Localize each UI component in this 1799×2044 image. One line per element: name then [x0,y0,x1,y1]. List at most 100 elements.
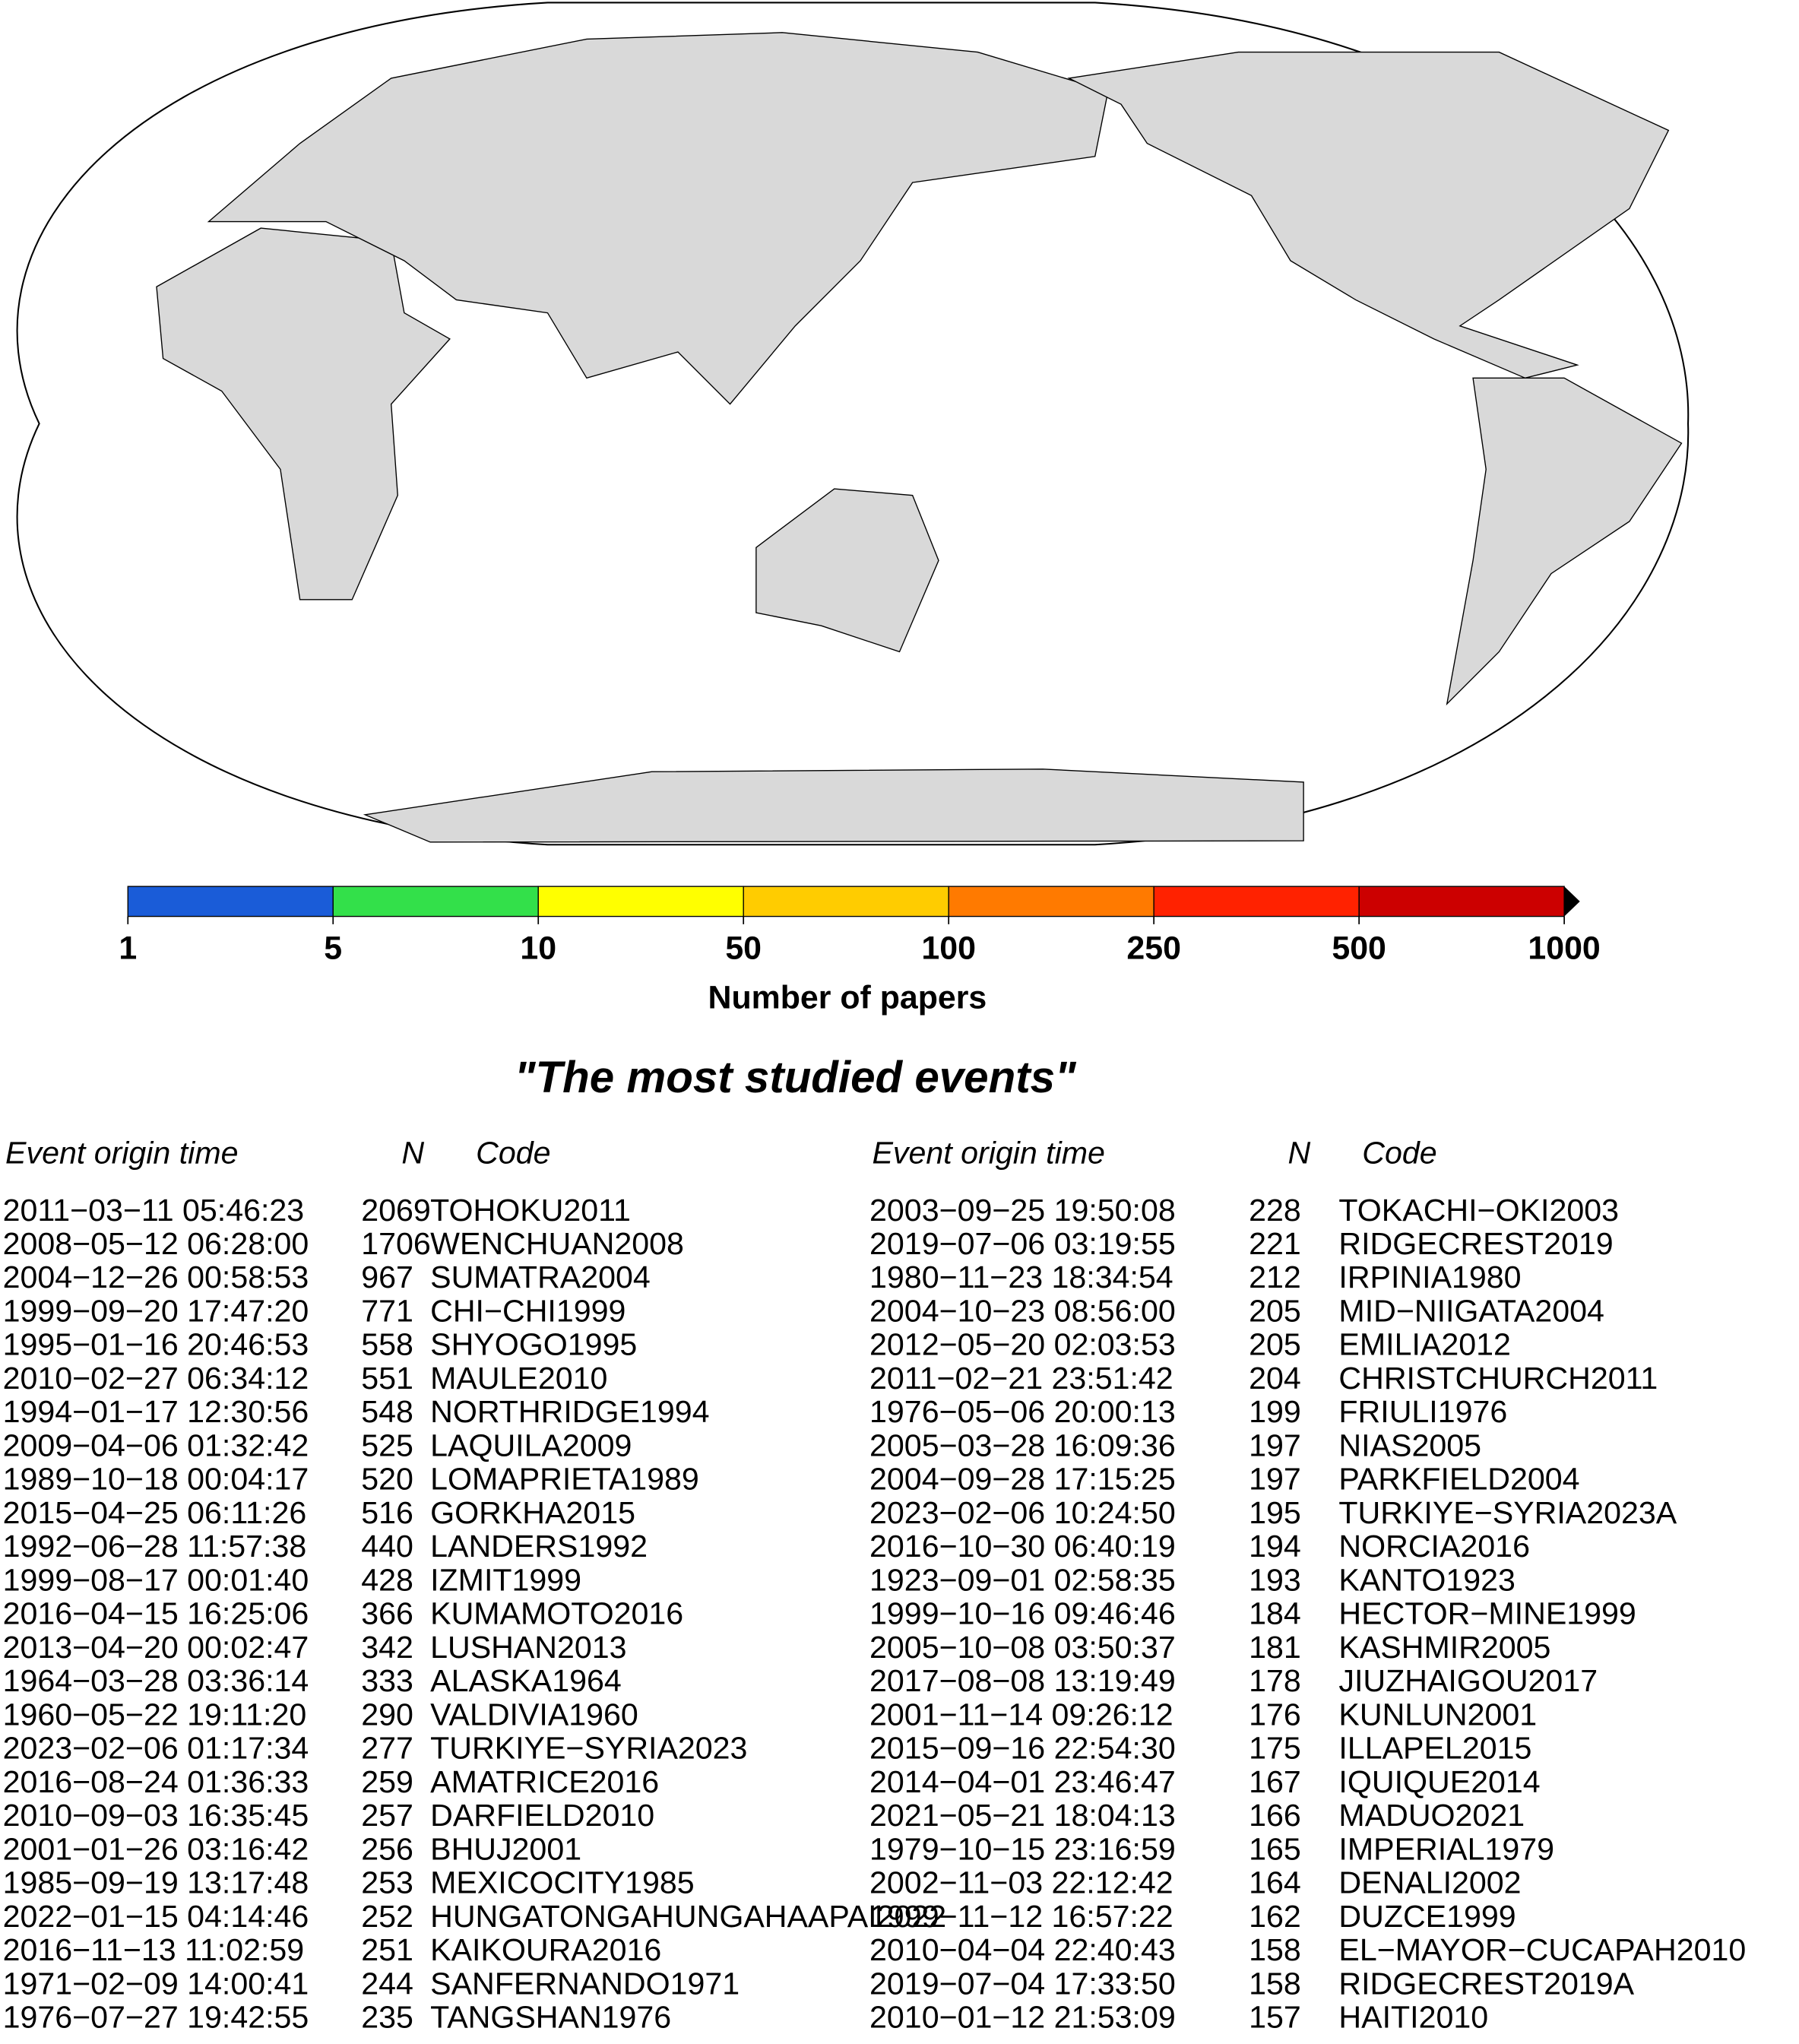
event-code: MEXICOCITY1985 [430,1865,695,1900]
colorbar-tick-label: 50 [725,930,762,967]
paper-count: 558 [361,1327,413,1362]
event-code: LANDERS1992 [430,1529,648,1564]
origin-time: 1976−07−27 19:42:55 [3,2000,309,2035]
column-header: N [1288,1135,1311,1170]
colorbar-tick-label: 10 [520,930,556,967]
paper-count: 164 [1249,1865,1301,1900]
origin-time: 1999−10−16 09:46:46 [869,1596,1176,1631]
paper-count: 193 [1249,1562,1301,1597]
event-code: IZMIT1999 [430,1562,581,1597]
origin-time: 2022−01−15 04:14:46 [3,1899,309,1934]
event-code: JIUZHAIGOU2017 [1338,1663,1598,1698]
event-code: LAQUILA2009 [430,1428,632,1462]
origin-time: 1971−02−09 14:00:41 [3,1966,309,2001]
column-header: N [401,1135,424,1170]
paper-count: 257 [361,1798,413,1833]
event-code: SUMATRA2004 [430,1260,651,1295]
event-code: WENCHUAN2008 [430,1226,684,1261]
origin-time: 2005−10−08 03:50:37 [869,1630,1176,1665]
origin-time: 1995−01−16 20:46:53 [3,1327,309,1362]
colorbar: 1 5 10 50 100 250 500 1000 [119,886,1601,967]
paper-count: 244 [361,1966,413,2001]
paper-count: 205 [1249,1327,1301,1362]
paper-count: 197 [1249,1462,1301,1497]
origin-time: 1964−03−28 03:36:14 [3,1663,309,1698]
colorbar-segment [1153,886,1360,917]
paper-count: 175 [1249,1731,1301,1766]
origin-time: 2019−07−06 03:19:55 [869,1226,1176,1261]
paper-count: 333 [361,1663,413,1698]
colorbar-segment [127,886,334,917]
event-code: NORTHRIDGE1994 [430,1394,709,1429]
origin-time: 2001−01−26 03:16:42 [3,1831,309,1866]
event-table: Event origin time N Code 2011−03−11 05:46:2… [3,1135,1747,2034]
paper-count: 252 [361,1899,413,1934]
event-code: HECTOR−MINE1999 [1338,1596,1636,1631]
origin-time: 2005−03−28 16:09:36 [869,1428,1176,1462]
colorbar-segment [537,886,744,917]
table-title: "The most studied events" [515,1053,1077,1102]
origin-time: 2004−10−23 08:56:00 [869,1293,1176,1328]
event-code: RIDGECREST2019 [1338,1226,1613,1261]
origin-time: 2014−04−01 23:46:47 [869,1764,1176,1799]
event-code: TURKIYE−SYRIA2023 [430,1731,747,1766]
paper-count: 228 [1249,1193,1301,1228]
paper-count: 176 [1249,1697,1301,1732]
event-code: NORCIA2016 [1338,1529,1530,1564]
origin-time: 2016−11−13 11:02:59 [3,1932,305,1967]
paper-count: 158 [1249,1932,1301,1967]
column-header: Event origin time [5,1135,238,1170]
origin-time: 1989−10−18 00:04:17 [3,1462,309,1497]
colorbar-tick-label: 250 [1126,930,1181,967]
paper-count: 253 [361,1865,413,1900]
event-code: DARFIELD2010 [430,1798,654,1833]
paper-count: 520 [361,1462,413,1497]
paper-count: 428 [361,1562,413,1597]
event-code: EMILIA2012 [1338,1327,1510,1362]
origin-time: 2010−02−27 06:34:12 [3,1361,309,1396]
paper-count: 516 [361,1495,413,1530]
origin-time: 1999−11−12 16:57:22 [869,1899,1173,1934]
origin-time: 1980−11−23 18:34:54 [869,1260,1173,1295]
event-code: TANGSHAN1976 [430,2000,671,2035]
paper-count: 212 [1249,1260,1301,1295]
event-code: MADUO2021 [1338,1798,1525,1833]
paper-count: 178 [1249,1663,1301,1698]
paper-count: 1706 [361,1226,431,1261]
event-code: FRIULI1976 [1338,1394,1507,1429]
paper-count: 205 [1249,1293,1301,1328]
origin-time: 2012−05−20 02:03:53 [869,1327,1176,1362]
event-code: TURKIYE−SYRIA2023A [1338,1495,1677,1530]
origin-time: 2011−03−11 05:46:23 [3,1193,305,1228]
origin-time: 2010−09−03 16:35:45 [3,1798,309,1833]
origin-time: 2016−10−30 06:40:19 [869,1529,1176,1564]
event-code: PARKFIELD2004 [1338,1462,1579,1497]
origin-time: 2010−04−04 22:40:43 [869,1932,1176,1967]
paper-count: 221 [1249,1226,1301,1261]
event-code: MID−NIIGATA2004 [1338,1293,1604,1328]
colorbar-tick-label: 1 [119,930,137,967]
paper-count: 277 [361,1731,413,1766]
colorbar-segment [948,886,1154,917]
colorbar-tick-label: 5 [324,930,342,967]
event-code: KANTO1923 [1338,1562,1516,1597]
origin-time: 2016−04−15 16:25:06 [3,1596,309,1631]
colorbar-tick-label: 1000 [1528,930,1600,967]
paper-count: 290 [361,1697,413,1732]
event-code: IMPERIAL1979 [1338,1831,1554,1866]
paper-count: 342 [361,1630,413,1665]
origin-time: 1979−10−15 23:16:59 [869,1831,1176,1866]
event-code: CHI−CHI1999 [430,1293,626,1328]
paper-count: 259 [361,1764,413,1799]
paper-count: 165 [1249,1831,1301,1866]
origin-time: 2009−04−06 01:32:42 [3,1428,309,1462]
event-code: IQUIQUE2014 [1338,1764,1540,1799]
event-code: RIDGECREST2019A [1338,1966,1634,2001]
paper-count: 166 [1249,1798,1301,1833]
origin-time: 1999−09−20 17:47:20 [3,1293,309,1328]
event-code: GORKHA2015 [430,1495,635,1530]
event-code: KUMAMOTO2016 [430,1596,683,1631]
paper-count: 440 [361,1529,413,1564]
origin-time: 2004−12−26 00:58:53 [3,1260,309,1295]
origin-time: 2021−05−21 18:04:13 [869,1798,1176,1833]
